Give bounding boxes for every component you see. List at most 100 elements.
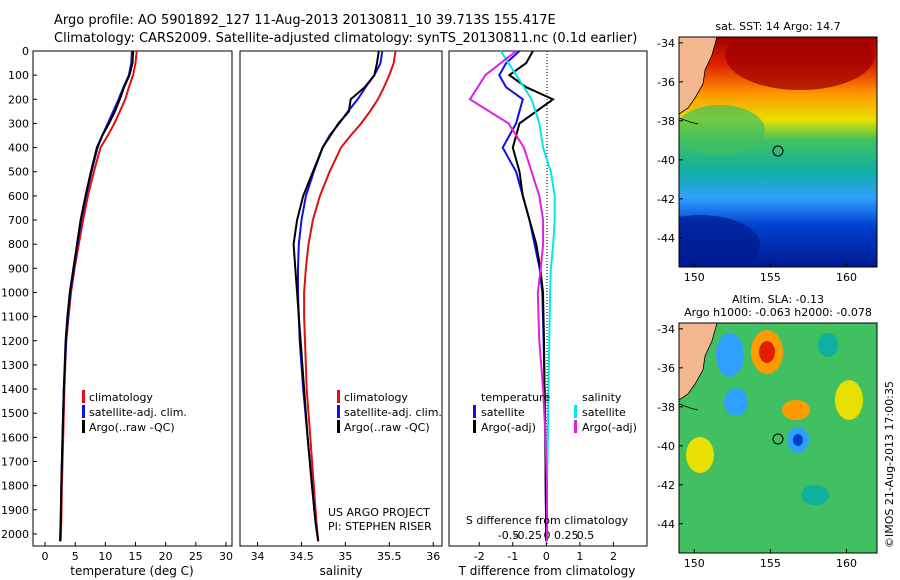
temperature-x-axis: 0 5 10 15 20 25 30 — [42, 542, 233, 563]
sla-map-subtitle: Argo h1000: -0.063 h2000: -0.078 — [684, 306, 872, 319]
x-tick-label: 0 — [543, 550, 550, 563]
map-x-tick-label: 150 — [684, 271, 705, 284]
x-tick-label: 34 — [251, 550, 265, 563]
y-tick-label: 1500 — [1, 407, 29, 420]
imos-credit: ©IMOS 21-Aug-2013 17:00:35 — [883, 381, 896, 548]
sla-low — [818, 333, 838, 357]
y-tick-label: 600 — [8, 190, 29, 203]
sla-map: Altim. SLA: -0.13 Argo h1000: -0.063 h20… — [657, 293, 878, 570]
difference-plot-frame — [448, 50, 648, 547]
sst-cool-patch — [679, 215, 760, 267]
map-y-tick-label: -44 — [657, 232, 675, 245]
temperature-series — [59, 50, 138, 542]
legend-swatch-climatology — [82, 390, 85, 403]
header-line1: Argo profile: AO 5901892_127 11-Aug-2013… — [54, 13, 556, 28]
sst-map: sat. SST: 14 Argo: 14.7 150 155 160 -34 -36 -… — [657, 20, 878, 284]
sla-low — [801, 485, 829, 505]
legend-swatch-t-satellite — [473, 405, 476, 418]
x-tick-label: 35 — [338, 550, 352, 563]
map-y-tick-label: -38 — [657, 115, 675, 128]
series-line-satellite — [499, 50, 556, 542]
y-tick-label: 900 — [8, 262, 29, 275]
map-y-tick-label: -42 — [657, 193, 675, 206]
y-tick-label: 800 — [8, 238, 29, 251]
x-tick-label: 5 — [72, 550, 79, 563]
sla-high — [835, 380, 863, 420]
map-x-tick-label: 160 — [836, 557, 857, 570]
legend-s-argo: Argo(-adj) — [582, 421, 637, 434]
difference-series — [468, 50, 556, 542]
argo-float-marker — [772, 433, 784, 445]
map-y-tick-label: -34 — [657, 323, 675, 336]
y-tick-label: 200 — [8, 93, 29, 106]
sst-coast-detail — [679, 117, 699, 125]
s-diff-tick-label: 0.25 — [554, 529, 579, 542]
x-tick-label: 25 — [189, 550, 203, 563]
x-tick-label: 30 — [219, 550, 233, 563]
legend-climatology: climatology — [89, 391, 153, 404]
y-tick-label: 1100 — [1, 311, 29, 324]
x-tick-label: 2 — [610, 550, 617, 563]
map-y-tick-label: -36 — [657, 76, 675, 89]
sla-map-frame — [678, 322, 878, 554]
sla-map-axes: 150 155 160 -34 -36 -38 -40 -42 -44 — [657, 323, 857, 570]
legend-argo: Argo(..raw -QC) — [344, 421, 430, 434]
series-line-climatology — [303, 50, 397, 542]
project-annotation-2: PI: STEPHEN RISER — [328, 520, 432, 533]
project-annotation-1: US ARGO PROJECT — [328, 506, 430, 519]
map-x-tick-label: 155 — [760, 271, 781, 284]
x-tick-label: 0 — [42, 550, 49, 563]
x-tick-label: 20 — [159, 550, 173, 563]
x-tick-label: -2 — [474, 550, 485, 563]
difference-panel: -2 -1 0 1 2 -0.5-0.25 0 0.250.5 S difference f… — [448, 50, 648, 578]
sla-high — [782, 400, 810, 420]
sst-warm-patch — [725, 37, 875, 90]
y-tick-label: 1900 — [1, 504, 29, 517]
series-line-argo-adj- — [468, 50, 548, 542]
legend-swatch-argo — [82, 420, 85, 433]
s-diff-x-axis: -0.5-0.25 0 0.250.5 — [498, 529, 594, 542]
t-diff-xlabel: T difference from climatology — [458, 564, 636, 578]
legend-swatch-s-satellite — [574, 405, 577, 418]
x-tick-label: 35.5 — [377, 550, 402, 563]
sla-low — [724, 388, 748, 416]
x-tick-label: 34.5 — [289, 550, 314, 563]
y-tick-label: 2000 — [1, 528, 29, 541]
map-y-tick-label: -44 — [657, 518, 675, 531]
legend-header-salinity: salinity — [582, 391, 622, 404]
x-tick-label: 1 — [576, 550, 583, 563]
y-tick-label: 1000 — [1, 286, 29, 299]
legend-satellite: satellite-adj. clim. — [344, 406, 442, 419]
salinity-legend: climatology satellite-adj. clim. Argo(..… — [337, 390, 442, 434]
map-x-tick-label: 150 — [684, 557, 705, 570]
map-y-tick-label: -40 — [657, 154, 675, 167]
salinity-xlabel: salinity — [319, 564, 362, 578]
sla-low — [716, 333, 744, 377]
x-tick-label: 15 — [129, 550, 143, 563]
t-diff-x-axis: -2 -1 0 1 2 — [474, 542, 617, 563]
legend-header-temperature: temperature — [481, 391, 550, 404]
legend-t-satellite: satellite — [481, 406, 525, 419]
map-y-tick-label: -38 — [657, 401, 675, 414]
x-tick-label: 36 — [426, 550, 440, 563]
legend-t-argo: Argo(-adj) — [481, 421, 536, 434]
y-tick-label: 500 — [8, 166, 29, 179]
y-tick-label: 1700 — [1, 455, 29, 468]
temperature-xlabel: temperature (deg C) — [70, 564, 193, 578]
y-tick-label: 1600 — [1, 431, 29, 444]
s-diff-xlabel: S difference from climatology — [466, 514, 629, 527]
sla-low — [793, 434, 803, 446]
sla-high — [759, 341, 775, 363]
y-tick-label: 100 — [8, 69, 29, 82]
salinity-plot-frame — [239, 50, 443, 547]
legend-swatch-argo — [337, 420, 340, 433]
y-tick-label: 1400 — [1, 383, 29, 396]
s-diff-tick-label: -0.5 — [498, 529, 519, 542]
sla-map-title: Altim. SLA: -0.13 — [732, 293, 824, 306]
sst-map-axes: 150 155 160 -34 -36 -38 -40 -42 -44 — [657, 37, 857, 284]
salinity-series — [292, 50, 397, 542]
s-diff-tick-label: -0.25 — [514, 529, 542, 542]
series-line-argo-raw-qc- — [59, 50, 135, 542]
map-y-tick-label: -42 — [657, 479, 675, 492]
